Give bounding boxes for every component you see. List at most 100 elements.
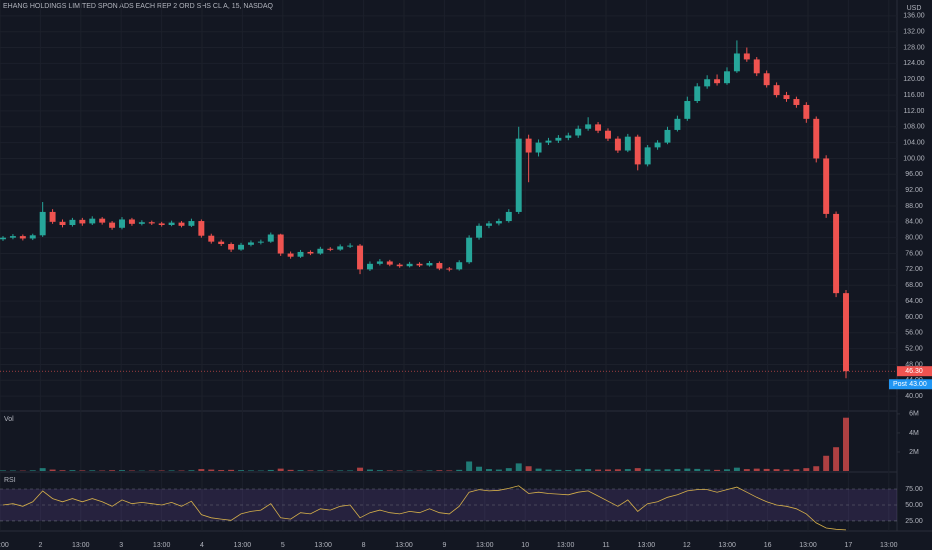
candle-body — [466, 237, 473, 263]
candle-body — [694, 86, 701, 102]
volume-bar — [505, 468, 512, 471]
volume-bar — [773, 469, 780, 471]
x-tick-label: 13:00 — [0, 542, 9, 549]
volume-bar — [79, 470, 86, 471]
x-tick-label: 13:00 — [557, 542, 575, 549]
y-tick-label: 84.00 — [905, 219, 923, 226]
y-tick-label: 88.00 — [905, 203, 923, 210]
y-tick-label: 80.00 — [905, 235, 923, 242]
candle-body — [327, 248, 334, 250]
volume-bar — [704, 469, 711, 471]
candle-body — [128, 219, 135, 224]
y-tick-label: 92.00 — [905, 187, 923, 194]
candle-body — [257, 241, 264, 243]
volume-bar — [277, 468, 284, 471]
volume-bar — [674, 469, 681, 471]
candle-body — [307, 251, 314, 254]
volume-bar — [59, 470, 66, 471]
candle-body — [277, 234, 284, 254]
y-tick-label: 48.00 — [905, 361, 923, 368]
volume-bar — [366, 469, 373, 471]
candle-body — [456, 262, 463, 270]
candle-body — [495, 221, 502, 224]
volume-bar — [238, 470, 244, 471]
y-tick-label: 52.00 — [905, 345, 923, 352]
candle-body — [357, 245, 364, 270]
y-tick-label: 60.00 — [905, 314, 923, 321]
x-tick-label: 8 — [362, 542, 366, 549]
candle-body — [733, 53, 740, 72]
volume-bar — [535, 468, 542, 471]
candle-body — [485, 223, 492, 226]
candle-body — [9, 236, 16, 238]
x-tick-label: 13:00 — [234, 542, 252, 549]
candle-body — [436, 263, 443, 269]
volume-bar — [724, 469, 730, 471]
candle-body — [29, 235, 36, 239]
candle-body — [396, 264, 403, 267]
volume-bar — [634, 468, 641, 471]
rsi-tick-label: 50.00 — [905, 502, 923, 509]
volume-bar — [813, 466, 820, 471]
candle-body — [803, 104, 810, 119]
volume-bar — [228, 469, 235, 471]
candle-body — [376, 261, 383, 264]
y-tick-label: 64.00 — [905, 298, 923, 305]
candle-body — [654, 142, 661, 148]
candle-body — [595, 124, 602, 131]
candle-body — [218, 241, 225, 245]
volume-bar — [436, 470, 443, 471]
candle-body — [426, 263, 433, 266]
candle-body — [565, 135, 572, 138]
volume-bar — [763, 468, 770, 471]
candle-body — [406, 263, 413, 267]
candle-body — [843, 293, 849, 372]
candle-body — [59, 221, 66, 226]
y-tick-label: 124.00 — [903, 60, 925, 67]
x-tick-label: 17 — [845, 542, 853, 549]
rsi-title: RSI — [4, 477, 16, 484]
candle-body — [753, 59, 760, 74]
volume-bar — [664, 469, 671, 471]
x-tick-label: 13:00 — [153, 542, 171, 549]
volume-tick-label: 4M — [909, 430, 919, 437]
candle-body — [674, 118, 681, 130]
volume-bar — [446, 470, 453, 471]
volume-bar — [347, 470, 354, 471]
post-price-label: 43.00 — [909, 381, 927, 388]
volume-bar — [0, 470, 6, 471]
y-tick-label: 128.00 — [903, 44, 925, 51]
volume-bar — [803, 468, 810, 471]
volume-bar — [188, 470, 195, 471]
candle-body — [813, 118, 820, 159]
volume-tick-label: 2M — [909, 449, 919, 456]
volume-bar — [595, 469, 602, 471]
candle-body — [515, 138, 522, 212]
x-tick-label: 13:00 — [799, 542, 817, 549]
candle-body — [19, 236, 26, 239]
candle-body — [525, 138, 532, 153]
volume-bar — [585, 469, 592, 471]
y-tick-label: 100.00 — [903, 155, 925, 162]
volume-bar — [466, 461, 473, 471]
volume-bar — [515, 463, 522, 471]
volume-bar — [833, 447, 840, 471]
candle-body — [823, 158, 830, 214]
volume-bar — [555, 469, 562, 471]
candle-body — [724, 71, 730, 84]
candle-body — [79, 219, 86, 224]
currency-label: USD — [907, 5, 922, 12]
volume-bar — [357, 467, 364, 471]
volume-bar — [793, 469, 800, 471]
candle-body — [386, 261, 393, 265]
volume-bar — [565, 470, 572, 471]
candle-body — [605, 130, 611, 139]
last-price-label: 46.30 — [905, 368, 923, 375]
candle-body — [575, 128, 582, 136]
candle-body — [158, 223, 165, 226]
volume-bar — [287, 469, 294, 471]
candle-body — [198, 221, 205, 236]
volume-bar — [654, 469, 661, 471]
volume-bar — [823, 455, 830, 471]
rsi-tick-label: 75.00 — [905, 486, 923, 493]
